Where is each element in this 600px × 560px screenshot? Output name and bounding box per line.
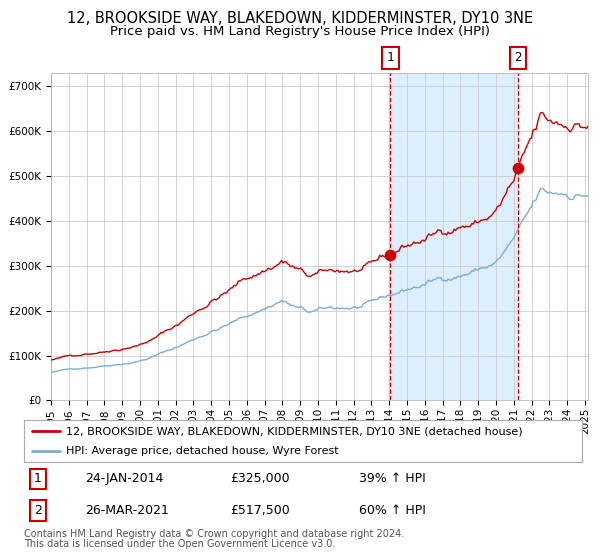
Text: 12, BROOKSIDE WAY, BLAKEDOWN, KIDDERMINSTER, DY10 3NE (detached house): 12, BROOKSIDE WAY, BLAKEDOWN, KIDDERMINS… (66, 426, 523, 436)
Text: 26-MAR-2021: 26-MAR-2021 (85, 504, 169, 517)
Text: £517,500: £517,500 (230, 504, 290, 517)
Point (513, 164, 523, 172)
Text: 2: 2 (514, 52, 521, 64)
Text: Price paid vs. HM Land Registry's House Price Index (HPI): Price paid vs. HM Land Registry's House … (110, 25, 490, 38)
Text: 1: 1 (387, 52, 394, 64)
Text: 12, BROOKSIDE WAY, BLAKEDOWN, KIDDERMINSTER, DY10 3NE: 12, BROOKSIDE WAY, BLAKEDOWN, KIDDERMINS… (67, 11, 533, 26)
Text: 2: 2 (34, 504, 42, 517)
Text: 60% ↑ HPI: 60% ↑ HPI (359, 504, 425, 517)
Text: 24-JAN-2014: 24-JAN-2014 (85, 472, 164, 486)
Text: This data is licensed under the Open Government Licence v3.0.: This data is licensed under the Open Gov… (24, 539, 335, 549)
Text: £325,000: £325,000 (230, 472, 290, 486)
Text: Contains HM Land Registry data © Crown copyright and database right 2024.: Contains HM Land Registry data © Crown c… (24, 529, 404, 539)
Text: HPI: Average price, detached house, Wyre Forest: HPI: Average price, detached house, Wyre… (66, 446, 338, 456)
Text: 1: 1 (34, 472, 42, 486)
Text: 39% ↑ HPI: 39% ↑ HPI (359, 472, 425, 486)
Point (386, 250, 395, 259)
Bar (391, 73, 518, 400)
